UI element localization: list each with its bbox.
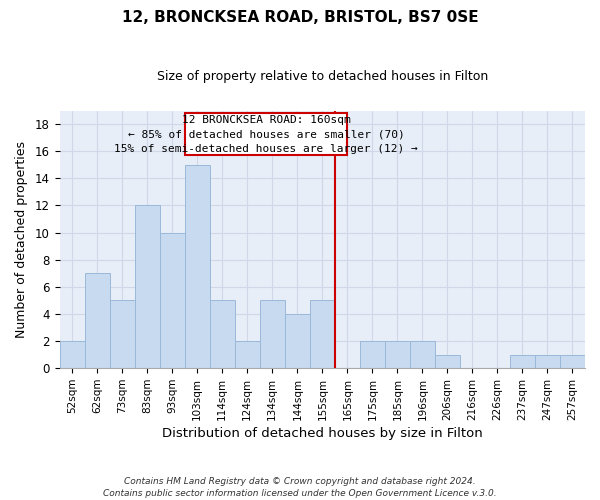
Text: 15% of semi-detached houses are larger (12) →: 15% of semi-detached houses are larger (… [114, 144, 418, 154]
Text: 12, BRONCKSEA ROAD, BRISTOL, BS7 0SE: 12, BRONCKSEA ROAD, BRISTOL, BS7 0SE [122, 10, 478, 25]
Bar [385, 341, 410, 368]
Title: Size of property relative to detached houses in Filton: Size of property relative to detached ho… [157, 70, 488, 83]
Bar [135, 206, 160, 368]
Bar [210, 300, 235, 368]
Bar [235, 341, 260, 368]
Bar [285, 314, 310, 368]
Bar [59, 341, 85, 368]
Bar [160, 232, 185, 368]
Bar [110, 300, 135, 368]
FancyBboxPatch shape [185, 114, 347, 156]
Y-axis label: Number of detached properties: Number of detached properties [15, 141, 28, 338]
Bar [535, 354, 560, 368]
Bar [360, 341, 385, 368]
Bar [410, 341, 435, 368]
X-axis label: Distribution of detached houses by size in Filton: Distribution of detached houses by size … [162, 427, 483, 440]
Bar [510, 354, 535, 368]
Bar [310, 300, 335, 368]
Bar [560, 354, 585, 368]
Bar [85, 274, 110, 368]
Bar [435, 354, 460, 368]
Bar [260, 300, 285, 368]
Text: ← 85% of detached houses are smaller (70): ← 85% of detached houses are smaller (70… [128, 130, 404, 140]
Text: 12 BRONCKSEA ROAD: 160sqm: 12 BRONCKSEA ROAD: 160sqm [182, 115, 350, 125]
Text: Contains HM Land Registry data © Crown copyright and database right 2024.
Contai: Contains HM Land Registry data © Crown c… [103, 476, 497, 498]
Bar [185, 165, 210, 368]
